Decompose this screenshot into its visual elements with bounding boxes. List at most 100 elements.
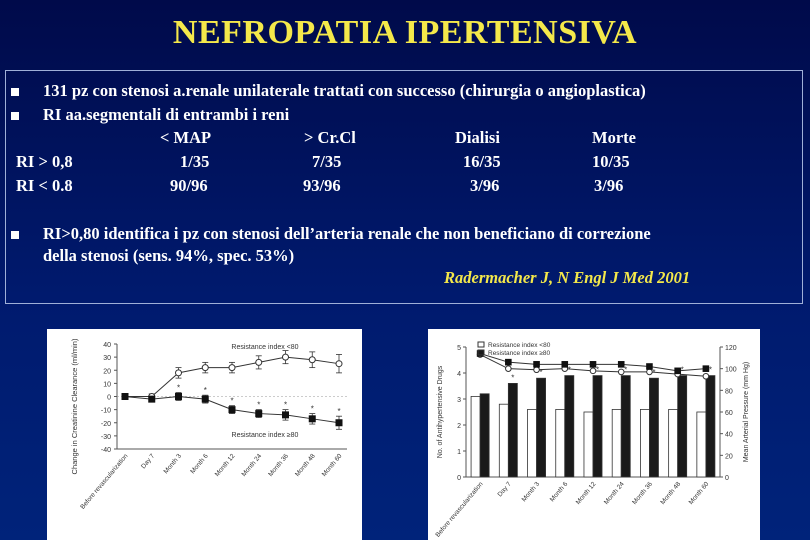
significance-marker: * <box>257 401 260 410</box>
y2-tick-label: 0 <box>725 475 729 482</box>
table-cell: 16/35 <box>463 152 501 171</box>
table-cell: 93/96 <box>303 176 341 195</box>
significance-marker: * <box>311 405 314 414</box>
y-tick-label: 10 <box>103 381 111 388</box>
data-point <box>308 356 316 364</box>
x-tick-label: Month 24 <box>240 452 263 478</box>
legend-label: Resistance index ≥80 <box>488 350 550 357</box>
significance-marker: * <box>511 373 514 382</box>
y-tick-label: 4 <box>457 371 461 378</box>
x-tick-label: Month 3 <box>163 453 184 476</box>
data-point <box>335 419 343 427</box>
y-axis-label: No. of Antihypertensive Drugs <box>437 365 444 458</box>
bar <box>498 403 509 478</box>
series-label-ri-high: Resistance index ≥80 <box>232 432 299 439</box>
bar <box>583 411 594 478</box>
bar <box>620 375 631 478</box>
data-point <box>148 395 156 403</box>
chart-left-panel: 40 30 20 10 0 -10 -20 -30 -40 Change in Creatinin… <box>47 329 362 540</box>
table-header-morte: Morte <box>592 128 636 147</box>
bar <box>564 375 575 478</box>
y-tick-label: 0 <box>457 475 461 482</box>
map-point <box>702 365 710 372</box>
x-tick-label: Before revascularization <box>79 452 129 510</box>
bar <box>677 375 688 478</box>
antihypertensive-drugs-chart: 0 1 2 3 4 5 0 20 40 60 80 100 120 No. of Antihyperten… <box>434 341 750 539</box>
x-tick-label: Month 60 <box>321 452 344 478</box>
map-point <box>505 365 512 372</box>
creatinine-clearance-chart: 40 30 20 10 0 -10 -20 -30 -40 Change in Creatinin… <box>70 338 347 511</box>
finding-line-2: della stenosi (sens. 94%, spec. 53%) <box>43 246 295 265</box>
chart-right-panel: 0 1 2 3 4 5 0 20 40 60 80 100 120 No. of Antihyperten… <box>428 329 760 540</box>
map-point <box>617 361 625 368</box>
data-point <box>308 415 316 423</box>
map-point <box>646 363 653 370</box>
table-row-label: RI > 0,8 <box>16 152 73 171</box>
data-point <box>175 393 182 400</box>
y2-tick-label: 40 <box>725 432 733 439</box>
x-tick-label: Day 7 <box>140 452 157 470</box>
y-tick-label: 20 <box>103 368 111 375</box>
map-point <box>561 361 569 368</box>
citation: Radermacher J, N Engl J Med 2001 <box>444 268 691 287</box>
y-tick-label: 30 <box>103 355 111 362</box>
y-tick-label: 3 <box>457 397 461 404</box>
y2-tick-label: 80 <box>725 388 733 395</box>
data-point <box>228 406 236 414</box>
table-header-dialisi: Dialisi <box>455 128 500 147</box>
y-tick-label: -20 <box>101 421 111 428</box>
x-tick-label: Month 3 <box>521 481 542 504</box>
slide-title: NEFROPATIA IPERTENSIVA <box>172 14 638 51</box>
bar <box>705 375 716 478</box>
finding-line-1: RI>0,80 identifica i pz con stenosi dell… <box>43 224 651 243</box>
y-tick-label: -40 <box>101 447 111 454</box>
x-tick-label: Day 7 <box>497 480 514 498</box>
data-point <box>255 410 263 418</box>
legend-swatch <box>477 341 485 348</box>
bullet-text-1: 131 pz con stenosi a.renale unilaterale … <box>43 81 646 100</box>
map-point <box>617 368 625 376</box>
bullet-marker <box>11 231 19 239</box>
significance-marker: * <box>596 366 599 375</box>
significance-marker: * <box>681 366 684 375</box>
x-tick-label: Month 6 <box>549 481 570 504</box>
significance-marker: * <box>204 386 207 395</box>
significance-marker: * <box>230 397 233 406</box>
y-tick-label: 1 <box>457 449 461 456</box>
x-tick-label: Month 48 <box>659 480 682 506</box>
bar <box>649 377 659 478</box>
significance-marker: * <box>540 368 543 377</box>
map-point <box>505 358 512 366</box>
x-tick-label: Month 24 <box>603 480 626 506</box>
table-cell: 90/96 <box>170 176 208 195</box>
data-point <box>175 369 182 377</box>
map-point <box>646 368 653 376</box>
data-point <box>201 364 209 372</box>
significance-marker: * <box>284 401 287 410</box>
data-point <box>282 353 289 361</box>
table-header-map: < MAP <box>160 128 212 147</box>
legend-swatch <box>477 349 485 356</box>
table-row-label: RI < 0.8 <box>16 176 73 195</box>
y2-tick-label: 100 <box>725 367 737 374</box>
data-point <box>255 358 263 366</box>
bar <box>640 409 650 478</box>
bar <box>668 409 679 478</box>
data-point <box>201 395 209 403</box>
table-cell: 3/96 <box>594 176 624 195</box>
series-label-ri-low: Resistance index <80 <box>231 344 298 351</box>
x-tick-label: Month 60 <box>688 480 711 506</box>
table-cell: 3/96 <box>470 176 500 195</box>
bar <box>555 409 566 478</box>
map-point <box>702 372 710 380</box>
x-tick-label: Month 36 <box>267 452 290 478</box>
map-point <box>674 367 681 375</box>
y-tick-label: 2 <box>457 423 461 430</box>
significance-marker: * <box>652 368 655 377</box>
bullet-text-2: RI aa.segmentali di entrambi i reni <box>43 105 290 124</box>
map-point <box>533 366 540 374</box>
bullet-marker <box>11 112 19 120</box>
bar <box>536 377 546 478</box>
data-point <box>282 411 289 419</box>
y2-tick-label: 60 <box>725 410 733 417</box>
